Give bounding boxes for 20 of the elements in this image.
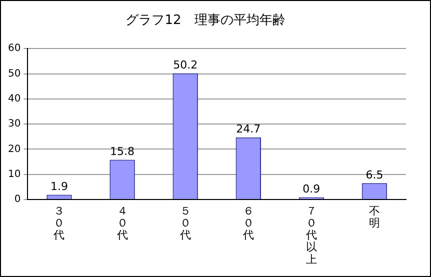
data-label: 15.8	[110, 145, 135, 158]
data-label: 6.5	[366, 168, 384, 182]
data-label: 50.2	[173, 58, 198, 72]
y-tick-label: 30	[8, 118, 21, 130]
x-tick-label: ３０代	[52, 204, 65, 242]
y-tick-label: 20	[8, 144, 21, 155]
data-label: 0.9	[302, 182, 320, 196]
data-label: 1.9	[50, 180, 68, 194]
data-label: 24.7	[236, 122, 261, 136]
y-tick-label: 0	[14, 194, 21, 206]
x-tick-label: ４０代	[116, 204, 128, 242]
y-tick-label: 50	[8, 68, 21, 80]
x-tick-label: ５０代	[178, 204, 191, 242]
x-tick-label: ６０代	[242, 204, 254, 242]
y-tick-label: 60	[8, 43, 21, 54]
y-tick-label: 10	[8, 168, 21, 180]
y-tick-label: 40	[8, 93, 21, 104]
x-tick-label: 不明	[368, 204, 380, 230]
x-tick-label: ７０代以上	[304, 204, 317, 266]
chart-title: グラフ12 理事の平均年齢	[126, 13, 286, 28]
